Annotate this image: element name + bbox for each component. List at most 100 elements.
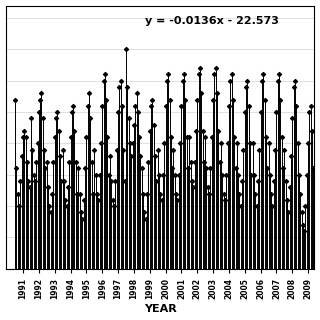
Point: [47, 204, 52, 209]
Point: [306, 141, 311, 146]
Point: [283, 179, 288, 184]
Point: [189, 179, 195, 184]
Point: [254, 204, 259, 209]
Point: [20, 135, 26, 140]
X-axis label: YEAR: YEAR: [144, 304, 176, 315]
Point: [111, 204, 116, 209]
Point: [257, 147, 262, 152]
Point: [179, 103, 184, 108]
Point: [296, 172, 301, 177]
Point: [138, 153, 143, 158]
Point: [113, 179, 118, 184]
Point: [118, 78, 123, 83]
Point: [267, 172, 272, 177]
Point: [71, 103, 76, 108]
Point: [191, 185, 196, 190]
Point: [117, 84, 122, 90]
Point: [67, 160, 72, 165]
Point: [234, 141, 239, 146]
Point: [188, 160, 193, 165]
Point: [43, 166, 48, 171]
Point: [129, 153, 134, 158]
Point: [140, 191, 146, 196]
Point: [206, 191, 212, 196]
Point: [298, 191, 303, 196]
Point: [300, 222, 305, 228]
Point: [145, 191, 150, 196]
Point: [150, 97, 155, 102]
Point: [308, 103, 313, 108]
Point: [184, 135, 189, 140]
Point: [250, 141, 255, 146]
Point: [119, 103, 124, 108]
Point: [241, 147, 246, 152]
Point: [28, 116, 34, 121]
Point: [152, 153, 157, 158]
Point: [22, 128, 27, 133]
Point: [253, 191, 258, 196]
Point: [35, 141, 40, 146]
Point: [110, 197, 115, 202]
Point: [44, 160, 49, 165]
Point: [24, 160, 29, 165]
Point: [172, 172, 177, 177]
Point: [61, 179, 67, 184]
Point: [105, 135, 110, 140]
Point: [36, 109, 41, 115]
Text: y = -0.0136x - 22.573: y = -0.0136x - 22.573: [145, 16, 278, 26]
Point: [81, 197, 86, 202]
Point: [222, 197, 228, 202]
Point: [183, 97, 188, 102]
Point: [199, 91, 204, 96]
Point: [135, 109, 140, 115]
Point: [162, 141, 167, 146]
Point: [114, 147, 119, 152]
Point: [92, 147, 97, 152]
Point: [78, 210, 84, 215]
Point: [259, 78, 264, 83]
Point: [200, 128, 205, 133]
Point: [86, 91, 92, 96]
Point: [279, 135, 284, 140]
Point: [295, 141, 300, 146]
Point: [204, 166, 209, 171]
Point: [139, 166, 144, 171]
Point: [205, 185, 210, 190]
Point: [230, 97, 236, 102]
Point: [31, 172, 36, 177]
Point: [303, 204, 308, 209]
Point: [15, 191, 20, 196]
Point: [181, 72, 187, 77]
Point: [63, 197, 68, 202]
Point: [116, 109, 121, 115]
Point: [294, 103, 299, 108]
Point: [34, 160, 39, 165]
Point: [244, 84, 249, 90]
Point: [83, 166, 88, 171]
Point: [72, 128, 77, 133]
Point: [171, 147, 176, 152]
Point: [26, 179, 31, 184]
Point: [98, 141, 103, 146]
Point: [225, 141, 230, 146]
Point: [147, 128, 152, 133]
Point: [213, 66, 218, 71]
Point: [229, 72, 234, 77]
Point: [50, 191, 55, 196]
Point: [155, 147, 160, 152]
Point: [167, 97, 172, 102]
Point: [159, 197, 164, 202]
Point: [246, 103, 251, 108]
Point: [176, 172, 181, 177]
Point: [122, 179, 127, 184]
Point: [75, 191, 80, 196]
Point: [137, 135, 142, 140]
Point: [307, 109, 312, 115]
Point: [258, 109, 263, 115]
Point: [208, 166, 213, 171]
Point: [178, 141, 183, 146]
Point: [93, 172, 98, 177]
Point: [265, 166, 270, 171]
Point: [76, 166, 81, 171]
Point: [197, 66, 203, 71]
